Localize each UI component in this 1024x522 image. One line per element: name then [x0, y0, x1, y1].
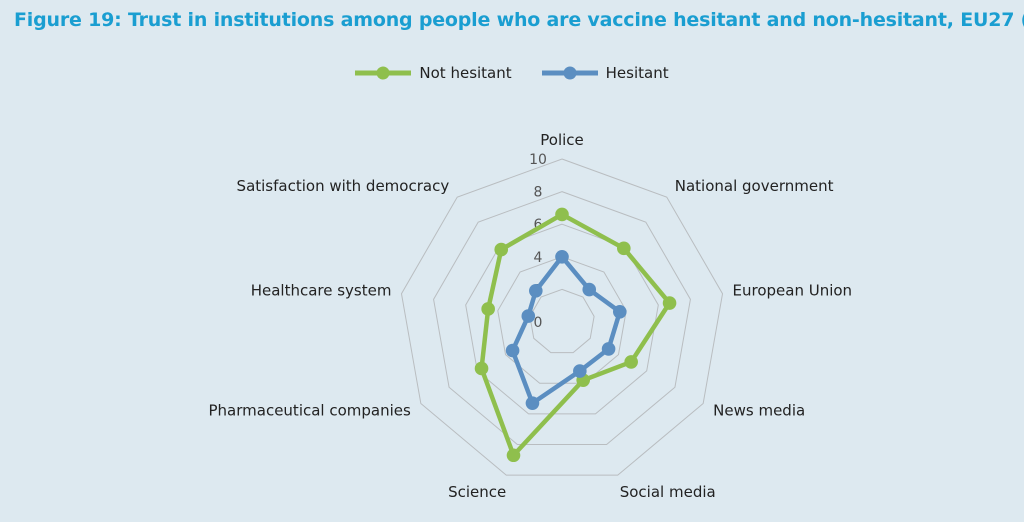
- data-point: [617, 241, 631, 256]
- data-point: [521, 309, 536, 323]
- data-point: [506, 448, 521, 463]
- legend-swatch-not-hesitant: [355, 66, 412, 80]
- category-label: News media: [713, 402, 805, 420]
- data-point: [474, 361, 489, 376]
- data-point: [494, 242, 509, 257]
- category-label: Social media: [620, 483, 716, 501]
- tick-label: 10: [529, 152, 547, 168]
- category-label: Pharmaceutical companies: [209, 402, 412, 420]
- data-point: [529, 283, 543, 298]
- category-label: Satisfaction with democracy: [237, 177, 450, 195]
- grid-ring: [465, 223, 659, 415]
- legend-label-not-hesitant: Not hesitant: [419, 64, 512, 82]
- data-point: [601, 342, 616, 356]
- legend-swatch-hesitant: [541, 66, 598, 80]
- grid-ring: [529, 288, 595, 354]
- data-point: [624, 355, 638, 369]
- data-point: [525, 396, 540, 410]
- category-label: European Union: [733, 282, 853, 300]
- series-line-not-hesitant: [479, 212, 672, 458]
- radar-grid: [400, 158, 724, 476]
- chart-title: Figure 19: Trust in institutions among p…: [14, 9, 1024, 31]
- legend-label-hesitant: Hesitant: [605, 64, 669, 82]
- legend-item-hesitant: Hesitant: [541, 64, 669, 82]
- data-point: [505, 343, 520, 358]
- radar-series: [474, 207, 677, 463]
- data-point: [573, 364, 587, 378]
- tick-label: 6: [534, 217, 543, 233]
- tick-label: 4: [534, 250, 543, 266]
- category-label: Healthcare system: [251, 282, 392, 300]
- category-labels: Police National government European Union N…: [209, 131, 853, 501]
- category-label: Science: [448, 483, 506, 501]
- tick-label: 8: [534, 185, 543, 201]
- grid-ring: [433, 191, 691, 446]
- grid-ring: [400, 158, 724, 476]
- category-label: Police: [540, 131, 584, 149]
- data-point: [555, 249, 569, 264]
- data-point: [582, 282, 597, 297]
- series-line-hesitant: [510, 254, 623, 406]
- category-label: National government: [675, 177, 834, 195]
- tick-label: 0: [534, 315, 543, 331]
- data-point: [662, 296, 677, 310]
- data-point: [555, 207, 569, 222]
- data-point: [481, 302, 495, 316]
- legend-item-not-hesitant: Not hesitant: [355, 64, 512, 82]
- data-point: [612, 305, 627, 319]
- legend: Not hesitant Hesitant: [0, 64, 1024, 82]
